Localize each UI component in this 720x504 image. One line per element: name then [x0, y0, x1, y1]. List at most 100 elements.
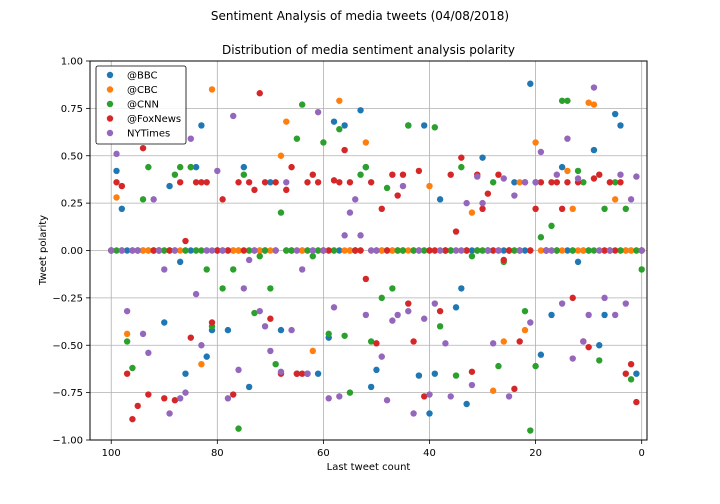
data-point — [410, 338, 417, 345]
data-point — [405, 307, 412, 315]
data-point — [325, 330, 332, 338]
data-point — [245, 247, 253, 254]
x-tick-label: 60 — [317, 448, 330, 459]
data-point — [500, 247, 507, 254]
data-point — [394, 247, 401, 254]
data-point — [564, 179, 571, 186]
data-point — [272, 179, 279, 186]
data-point — [352, 247, 359, 254]
data-point — [330, 247, 338, 254]
data-point — [574, 175, 582, 182]
data-point — [176, 179, 184, 186]
data-point — [431, 247, 439, 254]
data-point — [458, 163, 465, 171]
data-point — [564, 167, 571, 175]
data-point — [288, 247, 295, 254]
data-point — [511, 179, 518, 186]
data-point — [256, 247, 263, 254]
legend-label: NYTimes — [127, 129, 170, 140]
data-point — [261, 247, 269, 254]
data-point — [182, 389, 189, 396]
data-point — [256, 252, 263, 260]
data-point — [336, 247, 343, 254]
data-point — [166, 182, 173, 190]
data-point — [537, 148, 545, 156]
data-point — [627, 196, 635, 203]
data-point — [357, 107, 364, 114]
data-point — [314, 179, 322, 186]
data-point — [113, 150, 120, 158]
data-point — [601, 294, 608, 302]
data-point — [230, 247, 237, 254]
data-point — [511, 192, 518, 199]
data-point — [495, 171, 502, 178]
data-point — [304, 370, 311, 377]
data-point — [166, 410, 173, 417]
y-tick-label: 1.00 — [61, 57, 83, 68]
data-point — [176, 258, 184, 266]
y-axis-label: Tweet polarity — [38, 215, 49, 286]
data-point — [198, 247, 205, 254]
data-point — [314, 247, 322, 254]
data-point — [373, 366, 380, 374]
data-point — [161, 395, 168, 402]
data-point — [590, 101, 598, 108]
data-point — [134, 402, 141, 410]
data-point — [139, 247, 147, 254]
data-point — [627, 376, 635, 383]
data-point — [558, 97, 566, 104]
data-point — [468, 368, 476, 375]
data-point — [394, 192, 401, 199]
data-point — [267, 285, 274, 292]
data-point — [182, 370, 189, 377]
data-point — [293, 370, 301, 377]
data-point — [622, 205, 629, 213]
data-point — [532, 179, 539, 186]
data-point — [113, 167, 120, 175]
data-point — [240, 247, 248, 254]
data-point — [362, 163, 370, 171]
data-point — [309, 247, 316, 254]
data-point — [500, 338, 507, 345]
data-point — [346, 389, 354, 396]
data-point — [198, 361, 205, 368]
data-point — [511, 247, 518, 254]
data-point — [617, 171, 624, 178]
data-point — [192, 163, 200, 171]
data-point — [611, 179, 619, 186]
data-point — [447, 247, 454, 254]
data-point — [219, 247, 226, 254]
data-point — [627, 247, 635, 254]
data-point — [511, 385, 518, 393]
data-point — [590, 247, 598, 254]
data-point — [161, 247, 168, 254]
data-point — [458, 154, 465, 161]
data-point — [346, 247, 354, 254]
data-point — [145, 247, 152, 254]
data-point — [171, 171, 179, 178]
data-point — [378, 353, 385, 360]
data-point — [298, 266, 306, 273]
data-point — [532, 205, 539, 213]
data-point — [447, 393, 454, 400]
data-point — [431, 124, 439, 131]
data-point — [442, 340, 449, 347]
data-point — [176, 163, 184, 171]
data-point — [367, 338, 375, 345]
data-point — [574, 167, 582, 175]
data-point — [558, 300, 566, 307]
data-point — [389, 317, 396, 324]
data-point — [155, 247, 163, 254]
data-point — [267, 179, 274, 186]
chart-title: Sentiment Analysis of media tweets (04/0… — [211, 9, 509, 23]
data-point — [113, 194, 120, 201]
data-point — [585, 343, 592, 351]
data-point — [277, 209, 285, 216]
data-point — [606, 247, 614, 254]
data-point — [452, 247, 460, 254]
data-point — [479, 154, 486, 161]
data-point — [389, 247, 396, 254]
data-point — [118, 247, 126, 254]
data-point — [633, 173, 640, 180]
